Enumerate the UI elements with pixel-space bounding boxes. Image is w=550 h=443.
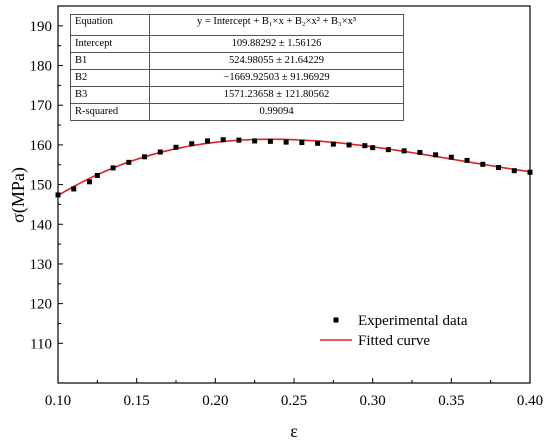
data-point xyxy=(464,157,470,163)
data-point xyxy=(252,138,258,144)
data-point xyxy=(189,141,195,147)
data-point xyxy=(299,140,305,146)
table-key: R-squared xyxy=(70,103,150,121)
x-tick-label: 0.25 xyxy=(281,393,307,409)
data-point xyxy=(173,144,179,150)
legend-marker-experimental xyxy=(333,317,339,323)
legend-label-experimental: Experimental data xyxy=(358,313,468,329)
x-axis-ticks: 0.10 0.15 0.20 0.25 0.30 0.35 0.40 xyxy=(45,378,543,409)
table-key: Intercept xyxy=(70,35,150,53)
table-value: 0.99094 xyxy=(149,103,404,121)
legend: Experimental data Fitted curve xyxy=(320,313,468,349)
data-point xyxy=(480,161,486,167)
x-tick-label: 0.20 xyxy=(202,393,228,409)
fitted-curve-line xyxy=(57,138,531,197)
table-value: 524.98055 ± 21.64229 xyxy=(149,52,404,70)
table-key: B2 xyxy=(70,69,150,87)
table-row-intercept: Intercept 109.88292 ± 1.56126 xyxy=(70,35,404,53)
data-point xyxy=(86,179,92,185)
table-row-equation: Equation y = Intercept + B₁×x + B₂×x² + … xyxy=(70,14,404,36)
table-value: 1571.23658 ± 121.80562 xyxy=(149,86,404,104)
x-tick-label: 0.15 xyxy=(124,393,150,409)
y-tick-label: 120 xyxy=(30,297,53,313)
data-point xyxy=(527,169,533,175)
x-tick-label: 0.35 xyxy=(438,393,464,409)
y-axis-title: σ(MPa) xyxy=(8,167,29,223)
y-axis-ticks: 110 120 130 140 150 160 170 180 190 xyxy=(30,19,63,352)
table-row-b3: B3 1571.23658 ± 121.80562 xyxy=(70,86,404,104)
data-point xyxy=(71,186,77,192)
data-point xyxy=(142,154,148,160)
data-point xyxy=(55,192,61,198)
table-value: y = Intercept + B₁×x + B₂×x² + B₃×x³ xyxy=(149,14,404,36)
table-row-b1: B1 524.98055 ± 21.64229 xyxy=(70,52,404,70)
data-point xyxy=(204,138,210,144)
y-tick-label: 180 xyxy=(30,59,53,75)
experimental-data-markers xyxy=(55,137,533,198)
data-point xyxy=(220,137,226,143)
data-point xyxy=(283,139,289,145)
x-tick-label: 0.10 xyxy=(45,393,71,409)
x-axis-title: ε xyxy=(290,421,298,441)
x-tick-label: 0.40 xyxy=(517,393,543,409)
data-point xyxy=(417,149,423,155)
data-point xyxy=(496,165,502,171)
data-point xyxy=(94,172,100,178)
y-tick-label: 130 xyxy=(30,257,53,273)
table-key: Equation xyxy=(70,14,150,36)
data-point xyxy=(236,137,242,143)
table-row-b2: B2 −1669.92503 ± 91.96929 xyxy=(70,69,404,87)
y-tick-label: 150 xyxy=(30,178,53,194)
data-point xyxy=(267,138,273,144)
data-point xyxy=(126,159,132,165)
table-key: B1 xyxy=(70,52,150,70)
data-point xyxy=(362,143,368,149)
data-point xyxy=(157,149,163,155)
x-tick-label: 0.30 xyxy=(360,393,386,409)
table-key: B3 xyxy=(70,86,150,104)
table-value: −1669.92503 ± 91.96929 xyxy=(149,69,404,87)
y-tick-label: 110 xyxy=(30,336,52,352)
data-point xyxy=(448,154,454,160)
data-point xyxy=(401,148,407,154)
data-point xyxy=(315,140,321,146)
y-tick-label: 160 xyxy=(30,138,53,154)
data-point xyxy=(110,165,116,171)
data-point xyxy=(385,147,391,153)
table-value: 109.88292 ± 1.56126 xyxy=(149,35,404,53)
data-point xyxy=(433,152,439,158)
table-row-r-squared: R-squared 0.99094 xyxy=(70,103,404,121)
y-tick-label: 190 xyxy=(30,19,53,35)
fit-parameters-table: Equation y = Intercept + B₁×x + B₂×x² + … xyxy=(70,14,404,121)
data-point xyxy=(370,145,376,151)
y-tick-label: 140 xyxy=(30,217,53,233)
data-point xyxy=(511,168,517,174)
data-point xyxy=(330,141,336,147)
y-tick-label: 170 xyxy=(30,98,53,114)
data-point xyxy=(346,142,352,148)
legend-label-fitted: Fitted curve xyxy=(358,333,430,349)
